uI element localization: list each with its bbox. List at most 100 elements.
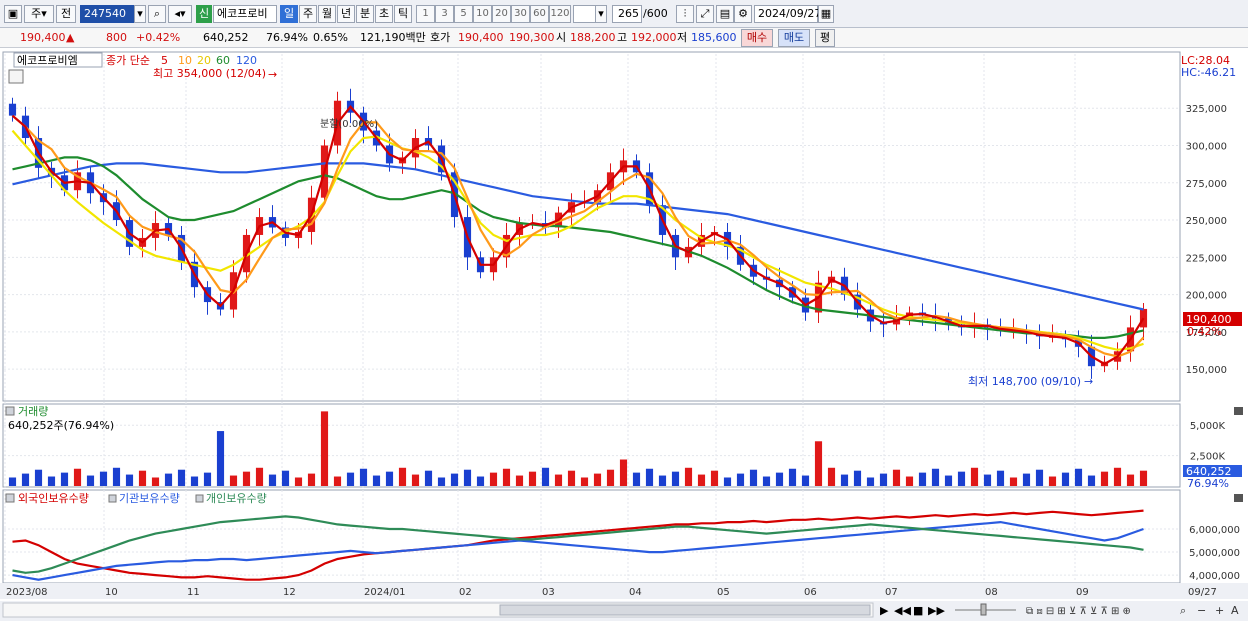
price-tick-label: 175,000: [1186, 328, 1227, 339]
volume-bar: [970, 467, 979, 486]
tab-minute[interactable]: 분: [356, 5, 374, 23]
settings-gear-icon[interactable]: ⚙: [734, 5, 752, 23]
zoom-slider-thumb[interactable]: [980, 603, 987, 616]
current-price-badge: [1183, 312, 1242, 326]
volume-bar: [1009, 477, 1018, 486]
volume-bars: [8, 411, 1148, 486]
holdings-tick-label: 4,000,000: [1189, 571, 1240, 582]
code-input[interactable]: 247540: [80, 5, 134, 23]
price-tick-label: 225,000: [1186, 253, 1227, 264]
buy-button[interactable]: 매수: [741, 29, 773, 47]
institution-holdings-label: 기관보유수량: [119, 492, 180, 505]
eval-button[interactable]: 평: [815, 29, 835, 47]
code-dropdown-icon[interactable]: ▾: [134, 5, 146, 23]
holdings-close-icon[interactable]: [1234, 494, 1243, 502]
calendar-icon[interactable]: ▦: [818, 5, 834, 23]
interval-3[interactable]: 3: [435, 5, 454, 23]
tab-month[interactable]: 월: [318, 5, 336, 23]
high-label: 고: [617, 31, 628, 44]
volume-pane[interactable]: [2, 403, 1181, 488]
interval-120[interactable]: 120: [549, 5, 571, 23]
volume-bar: [320, 411, 329, 486]
zoom-in-icon[interactable]: +: [1215, 604, 1224, 617]
volume-bar: [580, 477, 589, 486]
high-note: 최고 354,000 (12/04): [153, 67, 266, 80]
volume-bar: [827, 467, 836, 486]
count-input[interactable]: 265: [612, 5, 642, 23]
volume-bar: [476, 476, 485, 486]
tab-year[interactable]: 년: [337, 5, 355, 23]
up-triangle-icon: ▲: [66, 31, 75, 44]
volume-pane-icon[interactable]: [5, 406, 15, 416]
volume-bar: [567, 470, 576, 486]
volume-bar: [1061, 472, 1070, 486]
table-icon[interactable]: [8, 69, 24, 84]
font-size-icon[interactable]: A: [1231, 604, 1239, 617]
volume-bar: [8, 477, 17, 486]
interval-dropdown-icon[interactable]: ▾: [595, 5, 607, 23]
volume-bar: [1048, 476, 1057, 486]
holdings-pane-icon[interactable]: [5, 493, 15, 503]
layout-icon[interactable]: ▣: [4, 5, 22, 23]
holdings-axis: 6,000,000 5,000,000 4,000,000: [1189, 525, 1240, 582]
interval-1[interactable]: 1: [416, 5, 435, 23]
tab-tick[interactable]: 틱: [394, 5, 412, 23]
date-input[interactable]: 2024/09/27: [754, 5, 821, 23]
candle-type-icon[interactable]: ⫶: [676, 5, 694, 23]
ma-5-line: [11, 104, 1145, 366]
interval-30[interactable]: 30: [511, 5, 530, 23]
tool-icons[interactable]: ⧉ ⧈ ⊟ ⊞ ⊻ ⊼ ⊻ ⊼ ⊞ ⊕: [1026, 606, 1131, 617]
current-pct-label: 0.42%: [1187, 325, 1222, 338]
x-tick-label: 04: [629, 587, 642, 598]
tab-day[interactable]: 일: [280, 5, 298, 23]
volume-bar: [177, 469, 186, 486]
x-tick-label: 02: [459, 587, 472, 598]
volume-bar: [905, 476, 914, 486]
quote-volume-ratio: 76.94%: [266, 31, 308, 44]
stock-name-input[interactable]: 에코프로비: [213, 5, 277, 23]
ma-60-line: [12, 156, 1144, 339]
volume-bar: [619, 459, 628, 486]
x-tick-label: 2023/08: [6, 587, 48, 598]
scroll-right-icon[interactable]: ▶: [880, 604, 889, 617]
chart-area[interactable]: 325,000 300,000 275,000 250,000 225,000 200,0…: [0, 50, 1248, 621]
prev-button[interactable]: 전: [56, 5, 76, 23]
volume-bar: [424, 470, 433, 486]
stop-icon[interactable]: ■: [913, 604, 923, 617]
search-icon[interactable]: ⌕: [148, 5, 166, 23]
period-select[interactable]: 주▾: [24, 5, 54, 23]
draw-tool-icon[interactable]: ⤢: [696, 5, 714, 23]
interval-10[interactable]: 10: [473, 5, 492, 23]
speaker-icon[interactable]: ◂▾: [168, 5, 192, 23]
volume-bar: [788, 468, 797, 486]
x-axis-strip: [0, 583, 1248, 599]
tab-second[interactable]: 초: [375, 5, 393, 23]
period-select-label: 주: [31, 7, 42, 20]
zoom-out-icon[interactable]: −: [1197, 604, 1206, 617]
volume-bar: [1087, 475, 1096, 486]
low-label: 저: [677, 31, 688, 44]
institution-holdings-line: [12, 520, 1144, 581]
moving-averages: [11, 104, 1145, 366]
volume-bar: [60, 472, 69, 486]
interval-5[interactable]: 5: [454, 5, 473, 23]
fast-forward-icon[interactable]: ▶▶: [928, 604, 945, 617]
interval-20[interactable]: 20: [492, 5, 511, 23]
tab-week[interactable]: 주: [299, 5, 317, 23]
volume-bar: [190, 476, 199, 486]
quote-turnover: 0.65%: [313, 31, 348, 44]
volume-bar: [697, 474, 706, 486]
save-icon[interactable]: ▤: [716, 5, 734, 23]
volume-bar: [645, 468, 654, 486]
interval-60[interactable]: 60: [530, 5, 549, 23]
x-tick-label: 06: [804, 587, 817, 598]
sell-button[interactable]: 매도: [778, 29, 810, 47]
volume-bar: [164, 473, 173, 486]
volume-close-icon[interactable]: [1234, 407, 1243, 415]
volume-bar: [151, 477, 160, 486]
scroll-thumb[interactable]: [499, 604, 871, 616]
x-tick-label: 05: [717, 587, 730, 598]
price-pane[interactable]: [2, 51, 1181, 402]
rewind-icon[interactable]: ◀◀: [894, 604, 911, 617]
zoom-search-icon[interactable]: ⌕: [1180, 604, 1186, 617]
